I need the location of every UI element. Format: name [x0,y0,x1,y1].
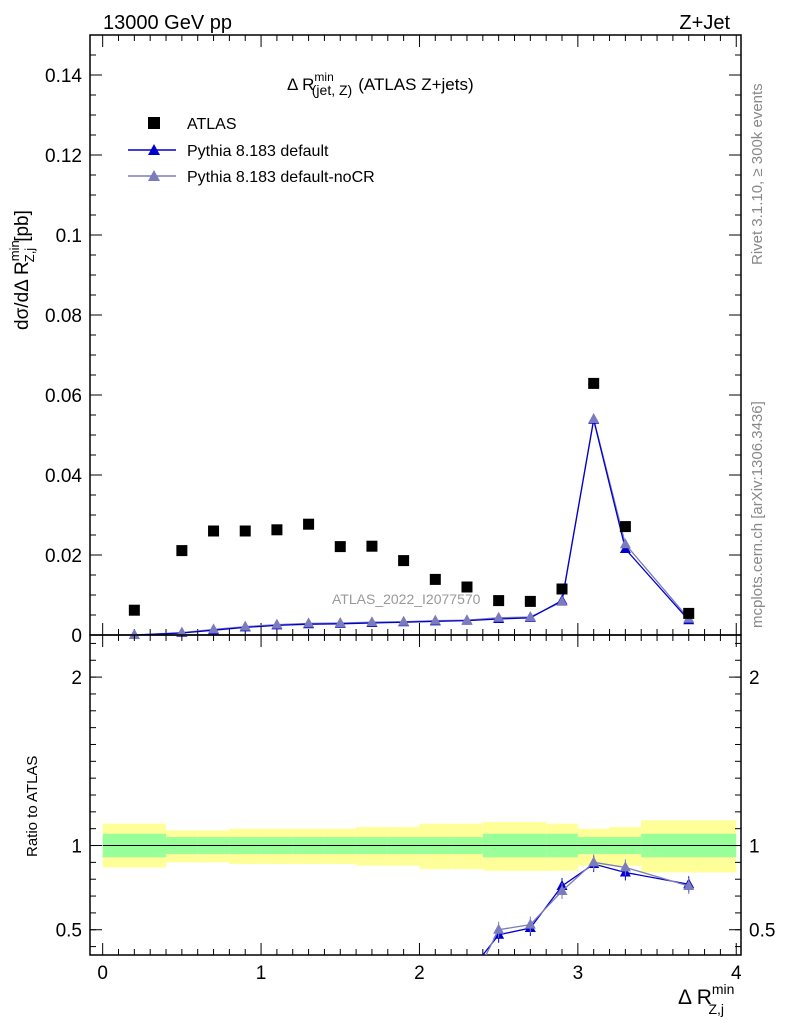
atlas-data-point [524,595,536,607]
x-axis-label-main: Δ R [678,986,712,1009]
atlas-data-point [493,595,505,607]
ratio-y-tick-label-left: 1 [71,837,82,858]
atlas-data-point [176,545,188,557]
y-axis-label-main: dσ/dΔ R [12,261,33,330]
legend-marker-default [148,144,160,155]
ratio-line-default [482,863,689,956]
x-axis-label-sup: min [712,981,735,997]
atlas-data-point [239,525,251,537]
atlas-data-point [334,541,346,553]
series-point-nocr [524,611,536,621]
ratio-y-axis-label: Ratio to ATLAS [24,756,41,857]
atlas-data-point [683,607,695,619]
main-y-tick-label: 0.02 [45,546,82,567]
ratio-point-nocr [683,879,695,890]
series-point-nocr [556,595,568,606]
atlas-data-point [128,604,140,616]
y-axis-label-tail: [pb] [12,210,33,242]
atlas-data-point [398,555,410,567]
x-tick-label: 1 [256,963,267,984]
ratio-y-tick-label-left: 0.5 [56,921,82,942]
legend-label-atlas: ATLAS [187,116,237,133]
atlas-data-point [556,583,568,595]
plot-title-tail: (ATLAS Z+jets) [358,75,473,94]
series-point-nocr [271,618,283,629]
main-plot-area: 0 0.02 0.04 0.06 0.08 0.1 0.12 0.14 [45,34,741,647]
atlas-data-point [303,518,315,530]
series-point-nocr [303,617,315,628]
series-point-nocr [128,629,140,639]
ratio-y-tick-label-right: 1 [749,837,760,858]
atlas-data-point [461,581,473,593]
x-tick-label: 0 [97,963,108,984]
header-process-label: Z+Jet [679,12,730,34]
x-tick-label: 3 [573,963,584,984]
ratio-plot-area: 0.5 0.5 1 1 2 2 0 1 2 3 4 [56,635,775,984]
series-point-nocr [398,615,410,626]
y-axis-label: dσ/dΔ RminZ,j [pb] [7,210,37,330]
series-point-nocr [176,626,188,637]
ratio-point-nocr [524,918,536,929]
main-y-tick-label: 0 [71,626,82,647]
analysis-watermark: ATLAS_2022_I2077570 [332,591,481,607]
series-point-nocr [334,617,346,627]
legend-label-default: Pythia 8.183 default [187,143,329,160]
atlas-data-point [429,573,441,585]
series-point-nocr [208,623,220,634]
atlas-data-point [619,521,631,533]
y-axis-label-sub: Z,j [22,248,37,263]
ratio-y-tick-label-right: 0.5 [749,921,775,942]
series-point-nocr [239,620,251,631]
ratio-point-nocr [493,923,505,934]
series-point-nocr [493,611,505,622]
atlas-data-point [366,540,378,552]
header-energy-label: 13000 GeV pp [103,12,232,34]
ratio-plot-frame [89,634,742,956]
main-y-tick-label: 0.06 [45,386,82,407]
main-y-tick-label: 0.14 [45,66,82,87]
ratio-point-nocr [619,861,631,872]
ratio-y-tick-label-left: 2 [71,668,82,689]
series-point-nocr [461,614,473,625]
series-point-nocr [429,614,441,625]
main-y-tick-label: 0.08 [45,306,82,327]
x-axis-label: Δ Rmin Z,j [678,981,734,1017]
ratio-point-nocr [588,856,600,867]
atlas-data-point [271,524,283,536]
ratio-line-nocr [485,861,689,956]
main-y-tick-label: 0.1 [56,226,82,247]
plot-title: Δ Rmin (jet, Z) (ATLAS Z+jets) [287,70,474,98]
main-y-tick-label: 0.12 [45,146,82,167]
series-point-nocr [588,413,600,423]
mcplots-citation-label: mcplots.cern.ch [arXiv:1306.3436] [749,401,766,628]
series-point-nocr [366,616,378,627]
y-axis-label-sup: min [7,240,22,261]
x-axis-label-sub: Z,j [708,1001,724,1017]
x-tick-label: 2 [414,963,425,984]
legend-label-nocr: Pythia 8.183 default-noCR [187,169,375,186]
atlas-data-point [208,525,220,537]
plot-title-main: Δ R [287,75,314,94]
atlas-data-point [588,377,600,389]
series-point-nocr [619,538,631,549]
plot-title-sup: min [314,70,333,84]
legend: ATLAS Pythia 8.183 default Pythia 8.183 … [128,116,375,186]
ratio-point-nocr [556,885,568,895]
ratio-y-tick-label-right: 2 [749,668,760,689]
legend-marker-atlas [148,117,160,129]
rivet-version-label: Rivet 3.1.10, ≥ 300k events [749,83,766,265]
main-y-tick-label: 0.04 [45,466,82,487]
legend-marker-nocr [148,170,160,181]
x-tick-label: 4 [731,963,742,984]
plot-title-sub: (jet, Z) [312,82,352,98]
